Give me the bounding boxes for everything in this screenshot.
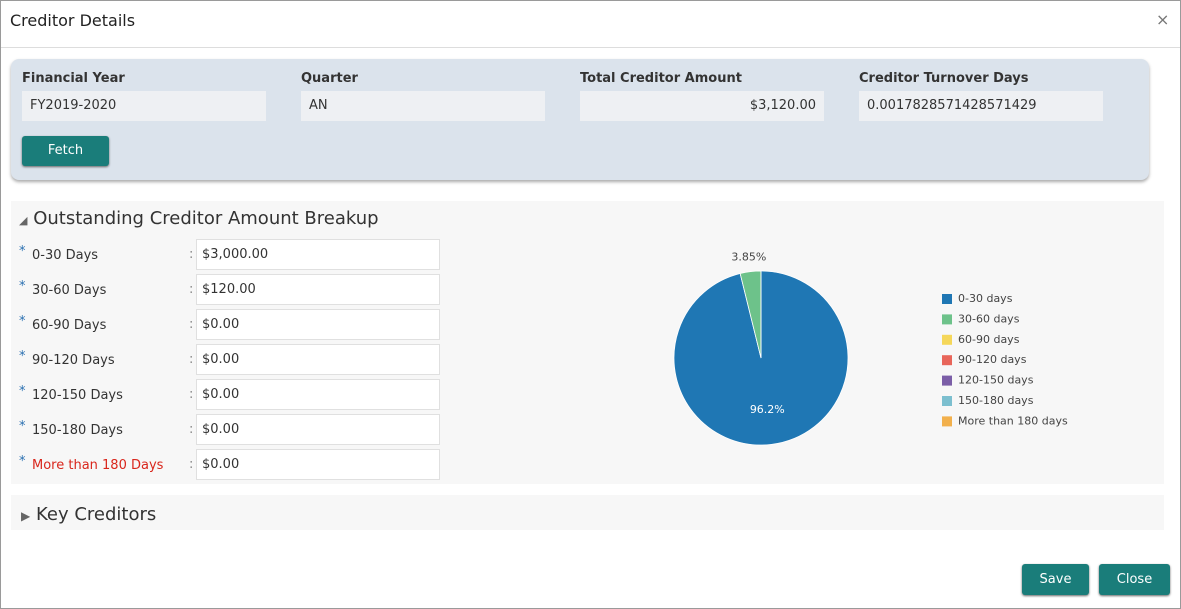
row-label: 120-150 Days: [32, 388, 123, 403]
separator: :: [189, 317, 194, 332]
row-label: More than 180 Days: [32, 458, 164, 473]
legend-swatch: [942, 355, 952, 366]
row-input[interactable]: $3,000.00: [196, 239, 440, 270]
key-creditors-section: [11, 495, 1164, 530]
row-input[interactable]: $120.00: [196, 274, 440, 305]
field-input[interactable]: 0.0017828571428571429: [859, 91, 1103, 121]
row-input[interactable]: $0.00: [196, 344, 440, 375]
row-label: 60-90 Days: [32, 318, 107, 333]
row-input[interactable]: $0.00: [196, 414, 440, 445]
legend-label: 120-150 days: [958, 374, 1034, 387]
breakup-title-text: Outstanding Creditor Amount Breakup: [33, 208, 379, 229]
separator: :: [189, 457, 194, 472]
required-mark: *: [19, 279, 26, 294]
row-label: 30-60 Days: [32, 283, 107, 298]
dialog-title: Creditor Details: [10, 11, 136, 30]
legend-label: 60-90 days: [958, 333, 1020, 346]
divider: [1, 47, 1180, 48]
required-mark: *: [19, 314, 26, 329]
separator: :: [189, 352, 194, 367]
separator: :: [189, 422, 194, 437]
field-label: Quarter: [301, 71, 358, 86]
field-input[interactable]: AN: [301, 91, 545, 121]
slice-label: 3.85%: [731, 251, 766, 264]
legend-swatch: [942, 396, 952, 406]
legend-swatch: [942, 294, 952, 304]
required-mark: *: [19, 454, 26, 469]
field-label: Creditor Turnover Days: [859, 71, 1029, 86]
legend-swatch: [942, 314, 952, 325]
row-label: 150-180 Days: [32, 423, 123, 438]
required-mark: *: [19, 244, 26, 259]
required-mark: *: [19, 384, 26, 399]
required-mark: *: [19, 419, 26, 434]
field-label: Total Creditor Amount: [580, 71, 742, 86]
field-input[interactable]: $3,120.00: [580, 91, 824, 121]
key-creditors-title-text: Key Creditors: [35, 504, 157, 525]
separator: :: [189, 247, 194, 262]
field-input[interactable]: FY2019-2020: [22, 91, 266, 121]
slice-label: 96.2%: [750, 403, 785, 416]
key-creditors-title[interactable]: ▶ Key Creditors: [21, 504, 157, 525]
legend-label: 90-120 days: [958, 353, 1027, 366]
legend-swatch: [942, 375, 952, 386]
legend-label: 30-60 days: [958, 312, 1020, 325]
breakup-title[interactable]: ◢ Outstanding Creditor Amount Breakup: [19, 208, 379, 229]
row-label: 90-120 Days: [32, 353, 115, 368]
row-input[interactable]: $0.00: [196, 309, 440, 340]
row-input[interactable]: $0.00: [196, 449, 440, 480]
close-button[interactable]: Close: [1099, 564, 1170, 595]
row-label: 0-30 Days: [32, 248, 99, 263]
legend-swatch: [942, 334, 952, 345]
pie-chart: 96.2% 3.85% 0-30 days 30-60 days 60-90 days 9…: [673, 251, 1068, 446]
legend-label: 0-30 days: [958, 292, 1013, 305]
separator: :: [189, 282, 194, 297]
close-icon[interactable]: ×: [1156, 10, 1170, 29]
save-button[interactable]: Save: [1022, 564, 1089, 595]
legend-label: More than 180 days: [958, 414, 1068, 427]
separator: :: [189, 387, 194, 402]
fetch-button[interactable]: Fetch: [22, 136, 109, 166]
required-mark: *: [19, 349, 26, 364]
field-label: Financial Year: [22, 71, 125, 86]
legend-swatch: [942, 416, 952, 427]
row-input[interactable]: $0.00: [196, 379, 440, 410]
legend-label: 150-180 days: [958, 394, 1034, 407]
